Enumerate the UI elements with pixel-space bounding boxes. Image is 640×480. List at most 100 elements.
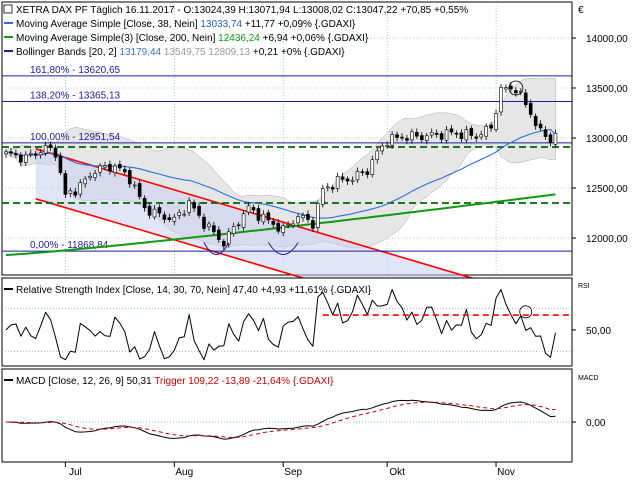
candle-body — [528, 102, 533, 115]
candle-body — [375, 150, 380, 161]
rsi-marker-circle — [519, 305, 533, 319]
candle-body — [132, 184, 137, 187]
price-y-tick-label: 13500,00 — [586, 84, 628, 95]
macd-trigger-line — [6, 401, 556, 438]
candle-body — [162, 214, 167, 220]
rsi-legend: Relative Strength Index [Close, 14, 30, … — [4, 285, 372, 296]
candle-body — [429, 132, 434, 136]
macd-y-axis: 0,00 — [572, 418, 606, 429]
price-legend-line: XETRA DAX PF Täglich 16.11.2017 - O:1302… — [16, 5, 468, 16]
macd-legend-text: Trigger 109,22 -13,89 -21,64% {.GDAXI} — [152, 376, 334, 387]
candle-body — [142, 197, 147, 209]
macd-legend-text: MACD [Close, 12, 26, 9] 50,31 — [16, 376, 152, 387]
candle-body — [410, 131, 414, 141]
candle-body — [400, 136, 404, 139]
candle-body — [365, 171, 370, 175]
candle-body — [538, 123, 543, 129]
price-legend-text: Moving Average Simple(3) [Close, 200, Ne… — [16, 33, 216, 44]
candle-body — [553, 132, 558, 145]
price-y-tick-label: 14000,00 — [586, 34, 628, 45]
candle-body — [83, 178, 87, 185]
candle-body — [464, 129, 469, 141]
candle-body — [355, 171, 360, 181]
price-legend: XETRA DAX PF Täglich 16.11.2017 - O:1302… — [3, 4, 468, 58]
candle-body — [93, 173, 97, 178]
candle-body — [449, 128, 454, 133]
candle-body — [296, 216, 300, 224]
candle-body — [23, 154, 28, 163]
candle-body — [48, 144, 53, 148]
x-tick-label: Nov — [497, 467, 515, 478]
candle-body — [98, 165, 102, 173]
candle-body — [157, 207, 162, 214]
macd-legend-line: MACD [Close, 12, 26, 9] 50,31 Trigger 10… — [16, 376, 334, 387]
macd-panel-frame — [1, 368, 573, 463]
candle-body — [123, 169, 127, 173]
candle-body — [484, 126, 488, 137]
candle-body — [380, 145, 385, 152]
candle-body — [241, 213, 246, 228]
candle-body — [360, 171, 365, 173]
fib-level-label: 161,80% - 13620,65 — [30, 65, 121, 76]
candle-body — [256, 208, 261, 221]
candle-body — [518, 90, 523, 93]
candle-body — [167, 217, 172, 220]
candle-body — [192, 202, 196, 209]
candle-body — [251, 207, 256, 211]
candle-body — [177, 212, 182, 216]
candle-body — [514, 90, 518, 94]
candle-body — [246, 205, 251, 213]
candle-body — [350, 179, 355, 182]
x-axis: Jul Aug Sep Okt Nov — [64, 462, 515, 478]
candle-body — [390, 134, 394, 146]
price-y-tick-label: 12500,00 — [586, 184, 628, 195]
candle-body — [469, 128, 474, 136]
candle-body — [266, 212, 271, 221]
candle-body — [108, 164, 112, 172]
candle-body — [316, 203, 320, 228]
price-legend-text: +6,94 +0,06% {.GDAXI} — [260, 33, 369, 44]
candle-body — [271, 221, 276, 225]
candle-body — [202, 216, 206, 229]
candle-body — [306, 214, 310, 220]
double-bottom-arc — [203, 242, 230, 255]
candle-body — [548, 134, 553, 143]
macd-content — [2, 399, 572, 440]
price-legend-text: Bollinger Bands [20, 2] — [16, 47, 117, 58]
candle-body — [474, 136, 479, 139]
price-y-axis: 14000,00 13500,00 13000,00 12500,00 12000,00 — [572, 34, 628, 245]
candle-body — [385, 145, 389, 147]
rsi-axis-label: RSI — [578, 283, 590, 290]
candle-body — [330, 187, 335, 190]
price-legend-text: +11,77 +0,09% {.GDAXI} — [242, 19, 356, 30]
candle-body — [28, 152, 33, 155]
candle-body — [212, 225, 216, 233]
candle-body — [19, 154, 23, 163]
candle-body — [325, 186, 330, 189]
candle-body — [217, 229, 221, 240]
candle-body — [494, 113, 498, 130]
candle-body — [172, 216, 177, 222]
candle-body — [454, 132, 459, 135]
x-tick-label: Sep — [284, 467, 302, 478]
price-legend-line: Bollinger Bands [20, 2] 13179,44 13549,7… — [16, 47, 345, 58]
candle-body — [301, 215, 305, 218]
candle-body — [222, 241, 226, 247]
candle-body — [147, 205, 152, 216]
macd-panel: MACD [Close, 12, 26, 9] 50,31 Trigger 10… — [1, 368, 606, 463]
candle-body — [439, 133, 444, 140]
candle-body — [459, 132, 464, 140]
macd-y-tick-label: 0,00 — [586, 418, 606, 429]
top-marker-circle — [508, 80, 524, 96]
candle-body — [127, 170, 132, 185]
fib-level-label: 100,00% - 12951,54 — [30, 132, 121, 143]
candle-body — [43, 145, 48, 154]
candle-body — [182, 213, 186, 216]
fib-level-label: 138,20% - 13365,13 — [30, 90, 121, 101]
candle-body — [419, 135, 424, 140]
price-legend-text: 13033,74 — [198, 19, 243, 30]
candle-body — [207, 223, 211, 228]
ma200-line — [5, 193, 556, 256]
candle-body — [261, 213, 266, 223]
rsi-y-axis: 50,00 — [572, 326, 611, 337]
